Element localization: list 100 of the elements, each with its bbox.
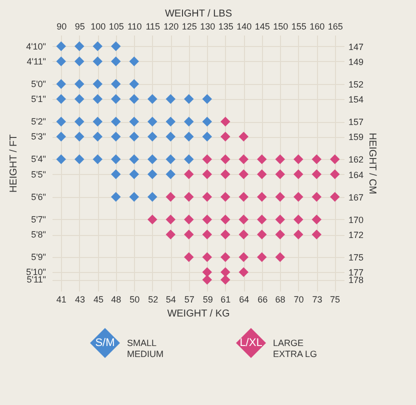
point [202, 192, 212, 202]
point [129, 94, 139, 104]
y2-axis-title: HEIGHT / FT [8, 134, 20, 193]
y-tick-label: 154 [348, 94, 364, 104]
point [111, 169, 121, 180]
text: 5'8" [31, 230, 46, 240]
y-axis-title: HEIGHT / CM [366, 132, 378, 194]
point [166, 116, 176, 126]
point [92, 132, 102, 142]
point [92, 56, 102, 66]
point [294, 230, 304, 240]
point [220, 192, 230, 202]
point [312, 154, 322, 164]
text: SMALL MEDIUM [127, 338, 164, 359]
point [294, 192, 304, 202]
point [74, 132, 84, 142]
point [220, 267, 230, 278]
point [202, 214, 212, 224]
x-tick-label: 160 [310, 22, 325, 32]
point [220, 252, 230, 262]
point [129, 116, 139, 126]
point [166, 132, 176, 142]
point [220, 214, 230, 224]
text: 5'1" [31, 94, 46, 104]
point [74, 79, 84, 89]
y-tick-label: 175 [348, 252, 364, 263]
point [202, 94, 212, 104]
x2-axis-title: WEIGHT / KG [167, 308, 230, 320]
x-tick-label: 135 [218, 22, 234, 32]
point [111, 192, 121, 202]
point [238, 230, 248, 240]
point [257, 252, 267, 262]
point [220, 154, 230, 164]
x-tick-label: 145 [254, 22, 270, 32]
point [111, 56, 121, 66]
point [275, 169, 285, 180]
x2-tick-label: 61 [220, 294, 231, 304]
point [56, 41, 66, 52]
x2-tick-label: 64 [239, 294, 250, 304]
point [312, 230, 322, 240]
point [111, 132, 121, 142]
point [238, 154, 248, 164]
x-tick-label: 115 [146, 22, 160, 32]
x2-tick-label: 48 [111, 294, 122, 304]
point [148, 116, 158, 126]
point [312, 169, 322, 180]
point [312, 214, 322, 224]
y-tick-label: 147 [348, 42, 364, 52]
point [56, 116, 66, 126]
point [275, 154, 285, 164]
point [238, 214, 248, 224]
x2-tick-label: 52 [148, 294, 158, 304]
point [166, 154, 176, 164]
x-tick-label: 125 [182, 22, 197, 32]
point [166, 192, 176, 202]
point [294, 154, 304, 164]
point [220, 116, 230, 126]
x-tick-label: 120 [164, 22, 179, 32]
point [111, 94, 121, 104]
text: 5'7" [31, 214, 46, 224]
point [257, 192, 267, 202]
x2-tick-label: 54 [166, 294, 176, 304]
point [129, 192, 139, 202]
point [148, 94, 158, 104]
y-tick-label: 162 [348, 154, 364, 165]
point [56, 132, 66, 142]
point [56, 79, 66, 89]
point [220, 169, 230, 180]
point [129, 79, 139, 89]
point [148, 214, 158, 224]
x-tick-label: 155 [291, 22, 306, 32]
point [111, 79, 121, 89]
point [148, 154, 158, 164]
point [330, 154, 340, 164]
x2-tick-label: 57 [184, 294, 194, 304]
point [238, 192, 248, 202]
point [184, 230, 194, 240]
point [184, 252, 194, 262]
x2-tick-label: 59 [202, 294, 213, 304]
y-tick-label: 177 [348, 268, 364, 278]
y-tick-label: 152 [348, 79, 364, 90]
point [56, 154, 66, 164]
point [202, 132, 212, 142]
point [111, 154, 121, 164]
point [111, 116, 121, 126]
point [202, 274, 212, 285]
point [294, 214, 304, 224]
point [184, 214, 194, 224]
x2-tick-label: 68 [275, 294, 286, 304]
x-tick-label: 165 [328, 22, 343, 32]
point [202, 267, 212, 278]
x2-tick-label: 70 [294, 294, 304, 304]
point [56, 94, 66, 104]
y-tick-label: 157 [348, 117, 364, 128]
point [74, 154, 84, 164]
point [92, 116, 102, 126]
y-tick-label: 149 [348, 56, 364, 67]
point [92, 154, 102, 164]
y-tick-label: 172 [348, 230, 364, 240]
text: 5'5" [31, 169, 46, 180]
